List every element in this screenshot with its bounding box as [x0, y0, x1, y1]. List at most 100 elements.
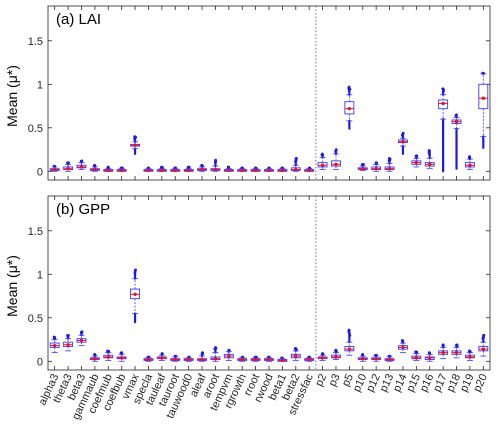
outlier-point — [227, 348, 231, 352]
box-p17 — [438, 343, 449, 360]
box-p5 — [344, 328, 355, 356]
y-tick-label: 0 — [37, 166, 43, 178]
median-marker — [240, 168, 244, 173]
box-gammaub — [89, 163, 100, 172]
median-marker — [294, 167, 298, 172]
box-rroot — [250, 166, 261, 173]
box-alpha3 — [49, 164, 60, 172]
median-marker — [414, 356, 419, 360]
outlier-point — [455, 113, 458, 117]
box-beta3 — [76, 330, 87, 347]
median-marker — [173, 168, 177, 173]
box-p10 — [357, 353, 368, 362]
median-marker — [173, 357, 177, 362]
outlier-point — [134, 268, 137, 272]
median-marker — [294, 354, 298, 358]
x-tick-label: p5 — [340, 372, 356, 388]
box-coefmub — [103, 165, 114, 173]
median-marker — [186, 168, 191, 173]
outlier-point — [160, 352, 164, 355]
box-p2 — [317, 352, 328, 361]
box-p3 — [331, 348, 341, 360]
outlier-point — [160, 165, 163, 169]
outlier-point — [374, 161, 378, 164]
median-marker — [428, 162, 432, 167]
median-marker — [227, 354, 231, 358]
median-marker — [387, 166, 392, 171]
median-marker — [347, 347, 352, 351]
outlier-point — [321, 352, 324, 355]
median-marker — [387, 357, 392, 362]
median-marker — [267, 168, 271, 173]
box-rwood — [264, 355, 274, 362]
box-vmax — [130, 268, 141, 324]
box-p14 — [397, 339, 408, 354]
outlier-point — [442, 343, 445, 347]
outlier-point — [294, 346, 297, 350]
median-marker — [106, 355, 110, 359]
box-gammaub — [89, 353, 100, 362]
panel-b-ylabel: Mean (μ*) — [4, 255, 20, 317]
outlier-point — [67, 161, 70, 164]
median-marker — [227, 168, 231, 173]
box-tauroot — [170, 166, 181, 173]
y-tick-label: 1.5 — [28, 36, 43, 48]
box-beta3 — [76, 159, 87, 170]
x-tick-label: p20 — [471, 372, 490, 394]
x-tick-label: p3 — [327, 372, 343, 388]
box-p3 — [331, 148, 341, 170]
box-p19 — [464, 349, 475, 361]
median-marker — [374, 356, 378, 361]
median-marker — [374, 166, 378, 171]
median-marker — [160, 356, 164, 360]
iqr-box — [478, 83, 489, 110]
outlier-point — [455, 343, 459, 347]
outlier-point — [414, 350, 417, 354]
box-p10 — [357, 163, 368, 171]
box-p17 — [438, 87, 449, 173]
median-marker — [280, 168, 285, 173]
median-marker — [79, 338, 84, 343]
outlier-point — [482, 333, 486, 337]
median-marker — [146, 357, 151, 362]
median-marker — [213, 167, 218, 172]
outlier-point — [387, 156, 391, 160]
outlier-point — [415, 154, 419, 157]
box-aleaf — [197, 163, 207, 172]
box-specla — [143, 166, 154, 173]
outlier-point — [187, 165, 191, 169]
median-marker — [441, 350, 445, 355]
median-marker — [133, 292, 137, 297]
median-marker — [320, 356, 325, 360]
median-marker — [468, 355, 472, 359]
median-marker — [160, 168, 164, 173]
box-aleaf — [197, 351, 207, 362]
y-tick-label: 0.5 — [28, 313, 43, 325]
median-marker — [361, 166, 365, 171]
box-tauleaf — [156, 352, 167, 361]
median-marker — [253, 168, 258, 173]
outlier-point — [335, 148, 338, 151]
plot-frame — [47, 5, 491, 181]
median-marker — [361, 356, 365, 361]
panel-a-ylabel: Mean (μ*) — [4, 65, 20, 127]
median-marker — [454, 350, 459, 355]
outlier-point — [200, 163, 203, 167]
median-marker — [106, 168, 110, 173]
median-marker — [280, 358, 285, 363]
outlier-point — [321, 152, 324, 156]
y-tick-label: 1 — [37, 269, 43, 281]
box-beta2 — [290, 346, 301, 361]
outlier-point — [226, 165, 230, 169]
median-marker — [133, 143, 137, 147]
median-marker — [307, 168, 311, 173]
outlier-point — [468, 349, 471, 353]
box-coefbub — [116, 351, 127, 362]
median-marker — [428, 356, 432, 360]
outlier-point — [400, 339, 404, 342]
box-rgrowth — [237, 355, 248, 362]
y-tick-label: 0.5 — [28, 123, 43, 135]
median-marker — [307, 357, 311, 362]
box-p2 — [317, 152, 328, 170]
